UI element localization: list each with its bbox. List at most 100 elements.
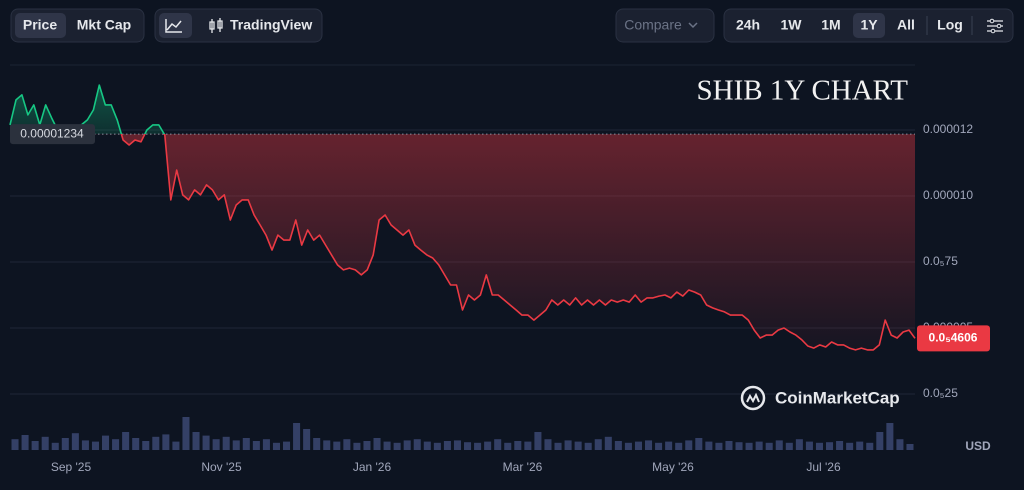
volume-bar <box>705 441 713 450</box>
x-tick-label: May '26 <box>652 460 694 474</box>
volume-bar <box>564 440 572 450</box>
volume-bar <box>11 439 19 450</box>
volume-bar <box>735 442 743 450</box>
volume-bar <box>142 441 150 450</box>
volume-bar <box>645 440 653 450</box>
volume-bar <box>574 441 582 450</box>
volume-bar <box>443 441 451 450</box>
volume-bar <box>826 442 834 450</box>
volume-bar <box>172 441 180 450</box>
volume-bar <box>252 441 260 450</box>
volume-bar <box>41 436 49 450</box>
volume-bar <box>132 438 140 450</box>
tradingview-button[interactable]: TradingView <box>230 17 312 33</box>
volume-bar <box>675 442 683 450</box>
volume-bar <box>745 442 753 450</box>
x-tick-label: Sep '25 <box>51 460 92 474</box>
currency-label: USD <box>965 439 991 453</box>
settings-knob <box>990 28 996 34</box>
volume-bar <box>504 442 512 450</box>
volume-bar <box>755 441 763 450</box>
x-tick-label: Jan '26 <box>353 460 392 474</box>
range-button[interactable]: 1M <box>821 17 840 33</box>
x-axis: Sep '25 Nov '25 Jan '26 Mar '26 May '26 Jul '… <box>51 460 841 474</box>
volume-bar <box>785 442 793 450</box>
volume-bar <box>836 441 844 450</box>
active-tab-bg <box>15 13 66 38</box>
volume-bar <box>624 442 632 450</box>
volume-bar <box>695 438 703 450</box>
brand-name: CoinMarketCap <box>775 388 900 407</box>
volume-bar <box>604 436 612 450</box>
volume-bar <box>886 423 894 450</box>
volume-bar <box>846 442 854 450</box>
volume-bar <box>182 417 190 450</box>
volume-bar <box>805 441 813 450</box>
volume-bar <box>464 442 472 450</box>
volume-bar <box>283 441 291 450</box>
volume-bar <box>775 440 783 450</box>
volume-bar <box>614 441 622 450</box>
volume-bar <box>815 442 823 450</box>
volume-bar <box>725 441 733 450</box>
compare-dropdown[interactable] <box>615 8 715 43</box>
compare-label[interactable]: Compare <box>624 17 682 33</box>
x-tick-label: Mar '26 <box>503 460 543 474</box>
volume-bar <box>192 432 200 450</box>
volume-bar <box>323 440 331 450</box>
current-price-label: 0.0₅4606 <box>929 331 978 345</box>
volume-bar <box>212 439 220 450</box>
volume-bar <box>51 442 59 450</box>
y-tick-label: 0.000010 <box>923 188 973 202</box>
volume-bar <box>634 441 642 450</box>
volume-bar <box>232 440 240 450</box>
volume-bar <box>303 429 311 450</box>
volume-bar <box>383 441 391 450</box>
volume-bar <box>122 432 130 450</box>
volume-bar <box>21 435 29 450</box>
plot <box>9 84 916 351</box>
volume-bar <box>293 423 301 450</box>
volume-bar <box>795 439 803 450</box>
volume-bar <box>353 442 361 450</box>
range-button[interactable]: All <box>897 17 915 33</box>
range-button[interactable]: 1W <box>781 17 803 33</box>
active-range-bg <box>853 13 885 38</box>
volume-bar <box>81 440 89 450</box>
y-tick-label: 0.0₅25 <box>923 386 958 400</box>
reference-label-bg <box>10 124 95 145</box>
price-tab[interactable]: Price <box>23 17 57 33</box>
toolbar: Price Mkt Cap TradingView Compare 24h 1W 1… <box>10 8 1014 43</box>
volume-bar <box>313 438 321 450</box>
line-icon-bg[interactable] <box>159 13 192 38</box>
volume-bar <box>544 439 552 450</box>
price-line <box>9 84 916 351</box>
volume-bar <box>524 441 532 450</box>
chevron-icon <box>688 22 698 29</box>
volume-bar <box>514 441 522 450</box>
volume-bar <box>594 439 602 450</box>
chart-type-group <box>154 8 323 43</box>
volume-bar <box>242 438 250 450</box>
range-button[interactable]: 24h <box>736 17 760 33</box>
volume-bar <box>453 440 461 450</box>
volume-bar <box>685 440 693 450</box>
settings-knob <box>989 18 995 24</box>
current-price-bg <box>917 325 990 352</box>
volume-bar <box>856 441 864 450</box>
x-tick-label: Nov '25 <box>201 460 242 474</box>
line-chart-icon <box>165 19 182 33</box>
volume-bar <box>262 439 270 450</box>
volume-bar <box>474 442 482 450</box>
log-button[interactable]: Log <box>937 17 963 33</box>
volume-bar <box>896 439 904 450</box>
volume-bar <box>202 435 210 450</box>
range-button[interactable]: 1Y <box>860 17 878 33</box>
brand-logo: CoinMarketCap <box>740 385 900 411</box>
volume-bar <box>91 441 99 450</box>
volume-bar <box>102 435 110 450</box>
price-labels: 0.00001234 0.0₅4606 <box>10 124 990 352</box>
mkt-cap-tab[interactable]: Mkt Cap <box>77 17 131 33</box>
